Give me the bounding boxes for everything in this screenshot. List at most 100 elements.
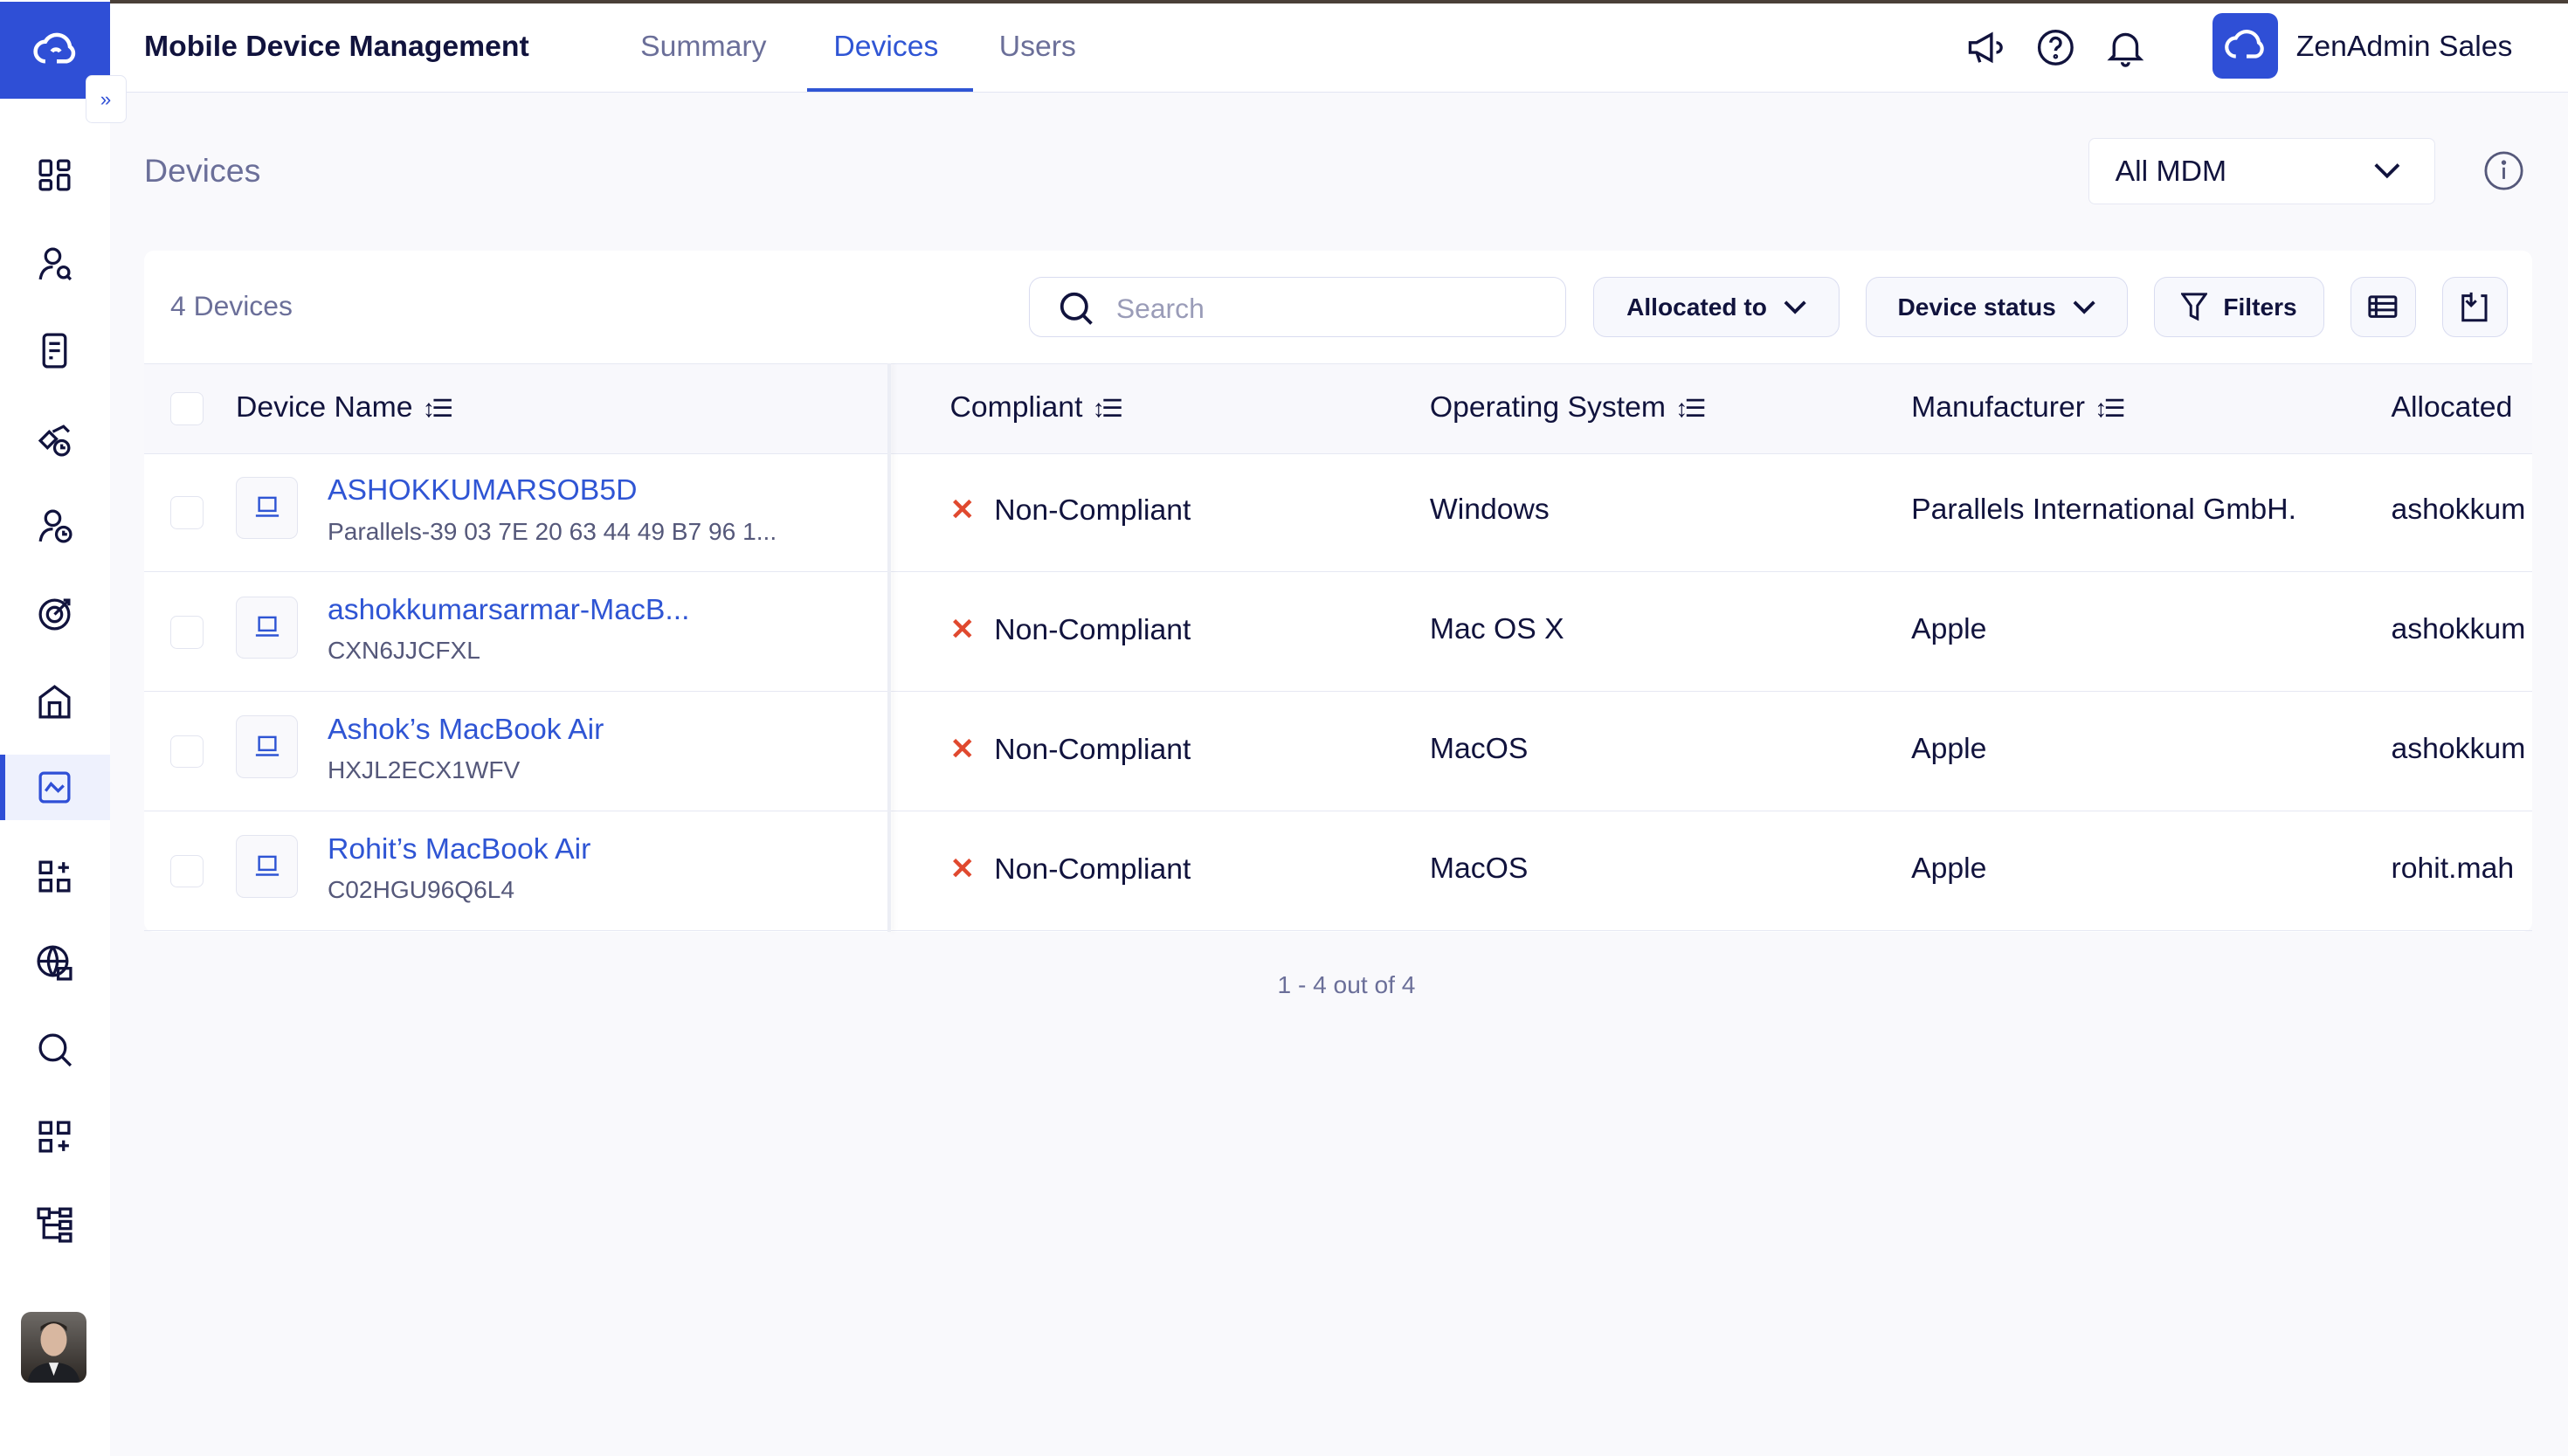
user-search-icon xyxy=(38,247,72,281)
sidebar-item-document[interactable] xyxy=(0,318,110,383)
tab-summary[interactable]: Summary xyxy=(640,29,767,63)
search-icon xyxy=(1060,292,1094,325)
columns-button[interactable] xyxy=(2350,276,2416,338)
user-clock-icon xyxy=(38,509,72,543)
device-status-dropdown[interactable]: Device status xyxy=(1865,276,2128,338)
allocated-cell: ashokkum xyxy=(2391,612,2526,646)
sidebar-item-globe-lock[interactable] xyxy=(0,930,110,996)
device-name-link[interactable]: ashokkumarsarmar-MacB... xyxy=(328,592,690,626)
sort-icon: ↕☰ xyxy=(1675,395,1707,423)
app-title: Mobile Device Management xyxy=(144,29,529,63)
sort-icon: ↕☰ xyxy=(2095,395,2126,423)
table-row[interactable]: ashokkumarsarmar-MacB... CXN6JJCFXL ✕ Non… xyxy=(144,571,2532,693)
export-button[interactable] xyxy=(2441,276,2508,338)
devices-clock-icon xyxy=(38,424,71,457)
building-icon xyxy=(38,685,71,719)
allocated-cell: rohit.mah xyxy=(2391,852,2515,885)
sidebar-item-widgets-add[interactable] xyxy=(0,1104,110,1170)
filters-label: Filters xyxy=(2223,293,2297,321)
sidebar-item-search-chat[interactable] xyxy=(0,1017,110,1082)
sidebar-item-dashboard[interactable] xyxy=(0,142,110,208)
sidebar-item-user-search[interactable] xyxy=(0,231,110,296)
table-row[interactable]: Rohit’s MacBook Air C02HGU96Q6L4 ✕ Non-Co… xyxy=(144,811,2532,931)
mdm-icon xyxy=(38,771,71,804)
laptop-icon xyxy=(236,715,299,778)
x-mark-icon: ✕ xyxy=(949,613,975,647)
org-name[interactable]: ZenAdmin Sales xyxy=(2295,29,2513,63)
laptop-icon xyxy=(236,476,299,539)
select-all-checkbox[interactable] xyxy=(170,392,204,425)
table-columns-icon xyxy=(2368,295,2398,319)
device-name-link[interactable]: Rohit’s MacBook Air xyxy=(328,832,591,866)
compliance-status: ✕ Non-Compliant xyxy=(949,852,1191,886)
column-header-compliant[interactable]: Compliant ↕☰ xyxy=(949,390,1124,424)
expand-sidebar-button[interactable]: » xyxy=(85,75,127,123)
os-cell: Mac OS X xyxy=(1429,612,1564,646)
window-edge xyxy=(0,0,2568,3)
search-input[interactable]: Search xyxy=(1028,276,1566,338)
pinned-column-divider xyxy=(887,363,891,932)
column-header-allocated[interactable]: Allocated xyxy=(2391,390,2513,424)
allocated-cell: ashokkum xyxy=(2391,493,2526,527)
table-row[interactable]: Ashok’s MacBook Air HXJL2ECX1WFV ✕ Non-Co… xyxy=(144,691,2532,812)
filters-button[interactable]: Filters xyxy=(2153,276,2324,338)
sort-icon: ↕☰ xyxy=(1092,395,1124,423)
row-checkbox[interactable] xyxy=(170,496,204,529)
compliance-status: ✕ Non-Compliant xyxy=(949,733,1191,767)
sidebar-item-apps-add[interactable] xyxy=(0,844,110,909)
chevron-down-icon xyxy=(1784,300,1806,314)
compliance-status: ✕ Non-Compliant xyxy=(949,493,1191,528)
globe-lock-icon xyxy=(37,945,72,981)
top-bar: Mobile Device Management Summary Devices… xyxy=(109,3,2568,93)
page-title: Devices xyxy=(144,152,261,190)
os-cell: MacOS xyxy=(1429,732,1529,766)
sidebar-item-devices-clock[interactable] xyxy=(0,406,110,472)
megaphone-icon[interactable] xyxy=(1964,26,2006,69)
chevron-down-icon xyxy=(2374,163,2400,179)
device-name-link[interactable]: Ashok’s MacBook Air xyxy=(328,712,604,746)
dashboard-icon xyxy=(38,159,71,191)
sidebar-item-hierarchy[interactable] xyxy=(0,1190,110,1256)
manufacturer-cell: Apple xyxy=(1911,612,1987,646)
sidebar: » xyxy=(0,0,127,1456)
active-tab-indicator xyxy=(807,88,973,92)
device-name-link[interactable]: ASHOKKUMARSOB5D xyxy=(328,473,638,507)
table-row[interactable]: ASHOKKUMARSOB5D Parallels-39 03 7E 20 63… xyxy=(144,452,2532,573)
sidebar-item-building[interactable] xyxy=(0,668,110,734)
row-checkbox[interactable] xyxy=(170,854,204,888)
widgets-add-icon xyxy=(38,1121,71,1153)
pagination-info: 1 - 4 out of 4 xyxy=(1277,970,1416,998)
column-header-manufacturer[interactable]: Manufacturer ↕☰ xyxy=(1911,390,2126,424)
bell-icon[interactable] xyxy=(2104,26,2147,69)
column-header-device-name[interactable]: Device Name ↕☰ xyxy=(236,390,454,424)
sort-icon: ↕☰ xyxy=(422,395,454,423)
user-avatar[interactable] xyxy=(21,1311,87,1383)
help-icon[interactable] xyxy=(2034,26,2077,69)
device-serial: Parallels-39 03 7E 20 63 44 49 B7 96 1..… xyxy=(328,517,777,545)
device-count: 4 Devices xyxy=(170,289,293,321)
row-checkbox[interactable] xyxy=(170,616,204,649)
allocated-to-dropdown[interactable]: Allocated to xyxy=(1593,276,1840,338)
org-logo-icon[interactable] xyxy=(2212,13,2279,79)
apps-add-icon xyxy=(38,860,71,893)
sidebar-item-mdm[interactable] xyxy=(0,755,110,821)
x-mark-icon: ✕ xyxy=(949,733,975,767)
tab-users[interactable]: Users xyxy=(998,29,1076,63)
tab-devices[interactable]: Devices xyxy=(833,29,939,63)
row-checkbox[interactable] xyxy=(170,735,204,769)
sidebar-item-user-clock[interactable] xyxy=(0,493,110,558)
laptop-icon xyxy=(236,596,299,659)
allocated-cell: ashokkum xyxy=(2391,732,2526,766)
info-icon[interactable] xyxy=(2484,150,2523,190)
search-chat-icon xyxy=(38,1033,72,1067)
search-placeholder: Search xyxy=(1115,292,1205,324)
column-header-os[interactable]: Operating System ↕☰ xyxy=(1429,390,1707,424)
target-icon xyxy=(38,598,71,631)
mdm-select-value: All MDM xyxy=(2115,155,2227,189)
chevron-down-icon xyxy=(2073,300,2095,314)
os-cell: Windows xyxy=(1429,493,1550,527)
hierarchy-icon xyxy=(37,1207,72,1243)
sidebar-item-target[interactable] xyxy=(0,582,110,647)
mdm-select[interactable]: All MDM xyxy=(2088,137,2436,205)
